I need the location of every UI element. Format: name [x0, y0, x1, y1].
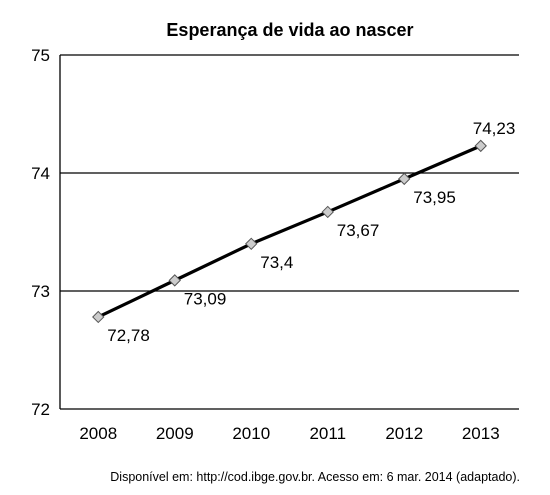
data-point-2008 — [92, 310, 105, 324]
x-tick-label-2010: 2010 — [232, 424, 270, 443]
axes — [59, 54, 519, 410]
x-axis-tick-labels: 2008 2009 2010 2011 2012 2013 — [79, 424, 499, 443]
data-point-2013 — [474, 139, 487, 153]
source-note: Disponível em: http://cod.ibge.gov.br. A… — [110, 470, 520, 484]
data-label-2008: 72,78 — [107, 326, 150, 345]
y-tick-label-72: 72 — [31, 400, 50, 419]
chart-title: Esperança de vida ao nascer — [166, 20, 413, 40]
y-axis-tick-labels: 72 73 74 75 — [31, 46, 50, 419]
y-tick-label-74: 74 — [31, 164, 50, 183]
series — [92, 139, 487, 324]
y-tick-label-73: 73 — [31, 282, 50, 301]
data-label-2012: 73,95 — [413, 188, 456, 207]
x-tick-label-2009: 2009 — [156, 424, 194, 443]
x-tick-label-2008: 2008 — [79, 424, 117, 443]
data-label-2013: 74,23 — [473, 119, 516, 138]
data-point-2009 — [168, 274, 181, 287]
x-tick-label-2012: 2012 — [385, 424, 423, 443]
data-point-2011 — [321, 205, 334, 219]
data-point-2010 — [245, 237, 258, 251]
y-tick-label-75: 75 — [31, 46, 50, 65]
data-label-2010: 73,4 — [260, 253, 293, 272]
data-point-2012 — [398, 172, 411, 186]
gridlines — [60, 172, 519, 292]
x-tick-label-2013: 2013 — [462, 424, 500, 443]
data-labels: 72,78 73,09 73,4 73,67 73,95 74,23 — [107, 119, 515, 345]
series-line-0 — [96, 144, 483, 319]
data-label-2009: 73,09 — [184, 289, 227, 308]
x-tick-label-2011: 2011 — [309, 424, 346, 443]
data-label-2011: 73,67 — [337, 221, 380, 240]
